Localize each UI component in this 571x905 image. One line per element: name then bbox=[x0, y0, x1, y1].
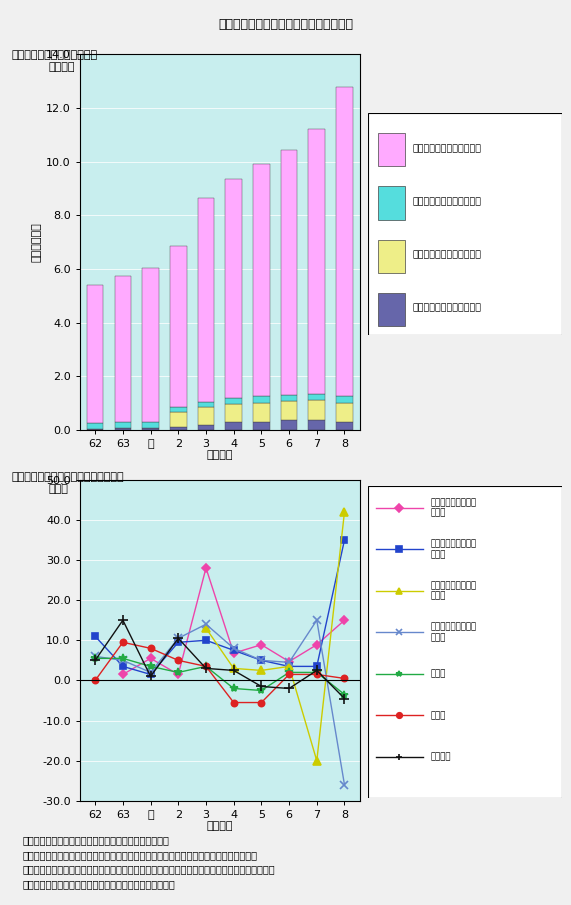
Bar bbox=[87, 429, 103, 430]
Bar bbox=[253, 422, 270, 430]
Bar bbox=[87, 285, 103, 424]
Bar bbox=[281, 401, 297, 421]
Bar bbox=[198, 424, 214, 430]
Text: 国内第一種電気通信事業者: 国内第一種電気通信事業者 bbox=[413, 144, 482, 153]
Bar bbox=[253, 403, 270, 422]
Bar bbox=[308, 420, 325, 430]
Bar bbox=[142, 428, 159, 430]
Bar bbox=[226, 397, 242, 404]
Bar bbox=[378, 186, 405, 220]
Bar bbox=[281, 395, 297, 401]
Text: 国際第一種電気通信事業者: 国際第一種電気通信事業者 bbox=[413, 197, 482, 206]
Bar bbox=[226, 423, 242, 430]
Text: 一般第二種電気通信
事業者: 一般第二種電気通信 事業者 bbox=[431, 623, 477, 643]
Text: （営業収益）: （営業収益） bbox=[31, 223, 42, 262]
Text: 国内第一種電気通信
事業者: 国内第一種電気通信 事業者 bbox=[431, 498, 477, 518]
Text: （電気通信事業の営業収益）: （電気通信事業の営業収益） bbox=[11, 50, 98, 60]
Bar bbox=[142, 268, 159, 423]
Text: 製造業: 製造業 bbox=[431, 711, 446, 720]
Text: （注）第一種電気通信事業者の数値は電気通信事業営業収益、全産業・製造業・非製造業: （注）第一種電気通信事業者の数値は電気通信事業営業収益、全産業・製造業・非製造業 bbox=[23, 850, 258, 860]
Text: 一般第二種電気通信事業者: 一般第二種電気通信事業者 bbox=[413, 304, 482, 313]
Bar bbox=[336, 403, 353, 423]
Bar bbox=[115, 276, 131, 423]
Bar bbox=[198, 407, 214, 424]
Text: の数値は営業収益（売上高）である。また、特別第二種電気通信事業者及び一般第二種電気: の数値は営業収益（売上高）である。また、特別第二種電気通信事業者及び一般第二種電… bbox=[23, 864, 275, 874]
Bar bbox=[170, 245, 187, 406]
Bar bbox=[170, 426, 187, 430]
Bar bbox=[170, 406, 187, 412]
Bar bbox=[226, 179, 242, 397]
Bar bbox=[253, 396, 270, 403]
Bar bbox=[336, 395, 353, 403]
Bar bbox=[378, 292, 405, 326]
Text: 通信事業者の数値は営業収益であり、推計値である。: 通信事業者の数値は営業収益であり、推計値である。 bbox=[23, 879, 176, 889]
Bar bbox=[170, 412, 187, 426]
Text: 特別第二種電気通信事業者: 特別第二種電気通信事業者 bbox=[413, 251, 482, 260]
Text: （業種別営業収益の対前年度増減率）: （業種別営業収益の対前年度増減率） bbox=[11, 472, 124, 482]
Bar bbox=[308, 129, 325, 395]
Bar bbox=[281, 421, 297, 430]
Text: （兆円）: （兆円） bbox=[49, 62, 75, 71]
Bar bbox=[115, 423, 131, 428]
Bar bbox=[87, 424, 103, 429]
Bar bbox=[378, 240, 405, 272]
Bar bbox=[253, 165, 270, 396]
Bar bbox=[336, 87, 353, 395]
Text: 非製造業: 非製造業 bbox=[431, 752, 451, 761]
Bar bbox=[198, 198, 214, 402]
Bar bbox=[115, 428, 131, 430]
Bar bbox=[142, 423, 159, 428]
Text: 国際第一種電気通信
事業者: 国際第一種電気通信 事業者 bbox=[431, 539, 477, 559]
Text: 第２－２－２図　業種別営業収益の推移: 第２－２－２図 業種別営業収益の推移 bbox=[218, 18, 353, 31]
Text: 全産業: 全産業 bbox=[431, 670, 446, 679]
Bar bbox=[336, 423, 353, 430]
X-axis label: （年度）: （年度） bbox=[207, 822, 233, 832]
Text: （％）: （％） bbox=[49, 484, 69, 494]
Bar bbox=[226, 404, 242, 423]
Text: 郵政省資料、「法人企業統計報」（大蔵省）により作成: 郵政省資料、「法人企業統計報」（大蔵省）により作成 bbox=[23, 835, 170, 845]
Bar bbox=[281, 150, 297, 395]
Bar bbox=[308, 400, 325, 420]
Text: 特別第二種電気通信
事業者: 特別第二種電気通信 事業者 bbox=[431, 581, 477, 601]
Bar bbox=[198, 402, 214, 407]
Bar bbox=[308, 395, 325, 400]
Bar bbox=[378, 133, 405, 167]
X-axis label: （年度）: （年度） bbox=[207, 451, 233, 461]
